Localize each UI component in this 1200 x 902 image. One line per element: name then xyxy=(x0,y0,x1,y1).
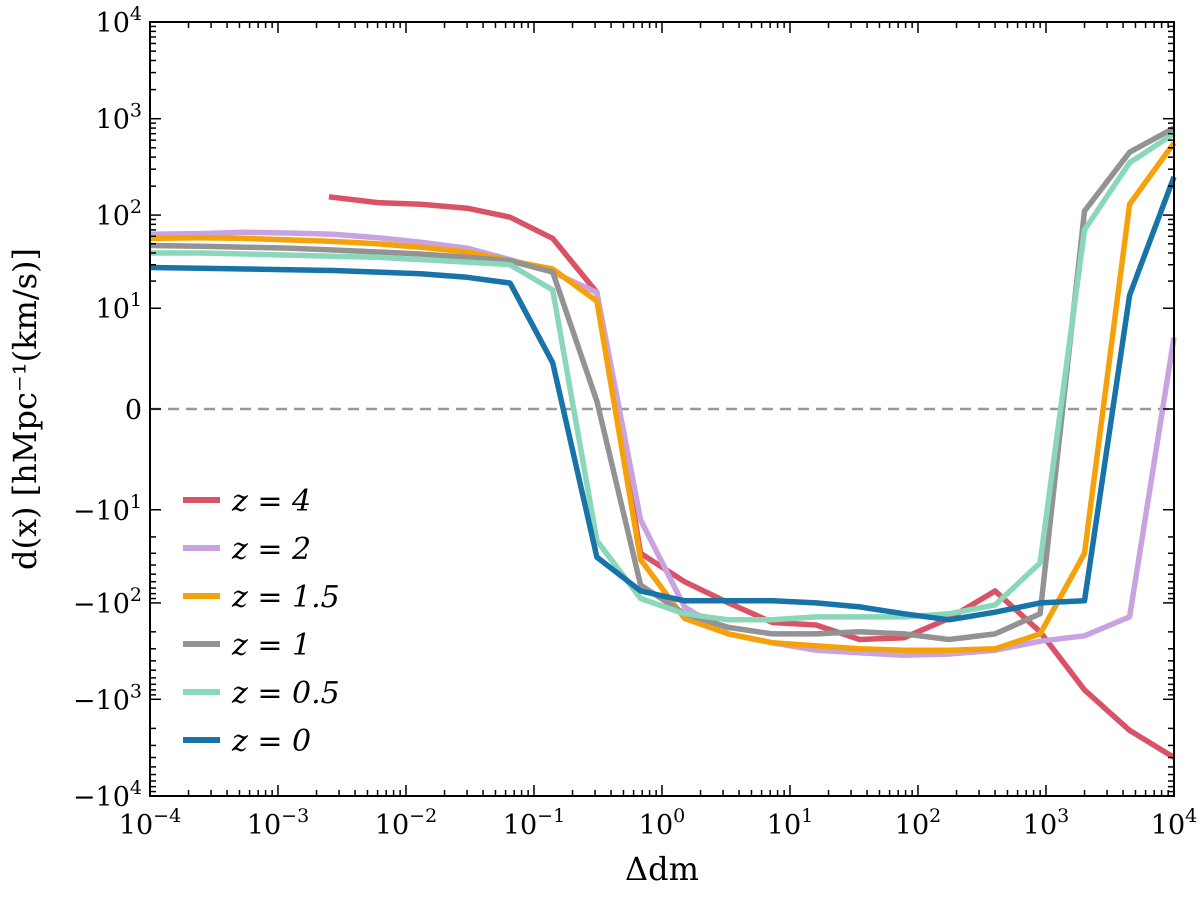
x-tick-label: 101 xyxy=(767,805,813,841)
legend: z = 4 z = 2 z = 1.5 z = 1 z = 0.5 z = 0 xyxy=(183,484,340,759)
y-tick-label: 103 xyxy=(96,100,142,136)
legend-label-1: z = 2 xyxy=(231,532,311,567)
x-tick-label: 103 xyxy=(1023,805,1069,841)
legend-label-4: z = 0.5 xyxy=(231,676,340,711)
y-axis-title: d(x) [hMpc⁻¹(km/s)] xyxy=(6,248,44,570)
x-tick-label: 100 xyxy=(639,805,685,841)
series-line-0 xyxy=(328,194,1176,760)
x-tick-label: 10−2 xyxy=(375,805,437,841)
series-line-3 xyxy=(149,125,1176,643)
y-tick-label: 102 xyxy=(96,196,142,232)
x-tick-label: 102 xyxy=(895,805,941,841)
series-line-4 xyxy=(150,131,1176,623)
x-tick-label: 10−3 xyxy=(247,805,309,841)
legend-label-0: z = 4 xyxy=(231,484,311,519)
series-line-5 xyxy=(149,175,1177,623)
legend-label-2: z = 1.5 xyxy=(231,580,340,615)
series-layer xyxy=(149,125,1177,760)
y-tick-label: 101 xyxy=(96,289,142,325)
series-line-2 xyxy=(149,141,1177,653)
legend-label-3: z = 1 xyxy=(231,628,311,663)
x-tick-label: 10−4 xyxy=(119,805,181,841)
legend-label-5: z = 0 xyxy=(231,724,311,759)
y-tick-label: 0 xyxy=(125,395,142,426)
axis-titles: Δdm d(x) [hMpc⁻¹(km/s)] xyxy=(6,248,699,888)
x-axis-title: Δdm xyxy=(625,850,699,888)
x-tick-label: 104 xyxy=(1151,805,1197,841)
y-tick-label: −102 xyxy=(73,584,142,620)
y-tick-label: −101 xyxy=(73,491,142,527)
y-tick-label: −103 xyxy=(73,680,142,716)
y-tick-label: −104 xyxy=(73,777,142,813)
y-tick-label: 104 xyxy=(96,3,142,39)
ticks-layer xyxy=(149,21,1175,797)
x-tick-label: 10−1 xyxy=(503,805,565,841)
tick-labels-layer: 10−4 10−3 10−2 10−1 100 101 102 103 104 104 103 102… xyxy=(73,3,1197,841)
